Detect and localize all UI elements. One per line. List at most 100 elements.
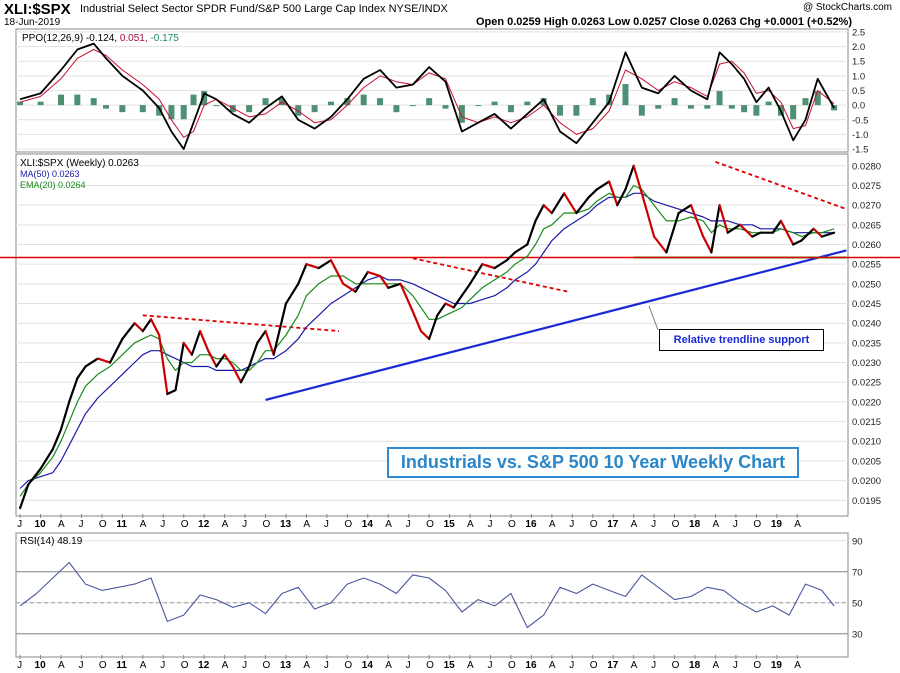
x-tick-label: J xyxy=(406,660,411,671)
x-tick-label: A xyxy=(467,660,474,671)
ppo-histogram-bar xyxy=(802,98,809,106)
x-tick-label: A xyxy=(222,519,229,530)
ppo-histogram-bar xyxy=(295,105,302,116)
x-tick-label: 15 xyxy=(444,519,456,530)
price-tick-label: 0.0220 xyxy=(852,397,881,408)
x-tick-label: O xyxy=(99,519,107,530)
trendline-note: Relative trendline support xyxy=(673,334,810,346)
rsi-tick-label: 30 xyxy=(852,629,863,640)
x-tick-label: A xyxy=(712,519,719,530)
rsi-x-axis: J 10 A J O 11 A J O 12 A J O 13 A J O 14 A J O 15 A J O 16 A J O 17 A J… xyxy=(17,655,801,671)
x-tick-label: 18 xyxy=(689,660,701,671)
ppo-histogram-bar xyxy=(344,98,351,106)
rsi-tick-label: 90 xyxy=(852,536,863,547)
price-segment xyxy=(223,353,234,368)
x-tick-label: J xyxy=(17,660,22,671)
x-tick-label: J xyxy=(569,519,574,530)
price-segment xyxy=(653,235,668,254)
x-tick-label: J xyxy=(78,519,83,530)
ppo-histogram-bar xyxy=(360,94,367,106)
x-tick-label: 17 xyxy=(607,660,619,671)
price-segment xyxy=(18,483,30,510)
price-tick-label: 0.0225 xyxy=(852,378,881,389)
ppo-histogram-bar xyxy=(814,91,821,106)
price-segment xyxy=(329,259,345,285)
rsi-tick-label: 70 xyxy=(852,567,863,578)
price-segment xyxy=(366,270,382,278)
x-tick-label: J xyxy=(406,519,411,530)
price-segment xyxy=(616,188,627,207)
price-segment xyxy=(158,333,169,396)
price-segment xyxy=(792,239,803,246)
x-tick-label: A xyxy=(58,660,65,671)
price-segment xyxy=(771,219,783,234)
ppo-tick-label: -1.5 xyxy=(852,145,868,156)
price-segment xyxy=(677,204,693,215)
x-tick-label: O xyxy=(181,660,189,671)
price-tick-label: 0.0280 xyxy=(852,161,881,172)
price-segment xyxy=(640,192,656,238)
ppo-histogram-bar xyxy=(491,101,498,106)
price-segment xyxy=(726,223,742,234)
x-tick-label: A xyxy=(385,660,392,671)
price-segment xyxy=(820,231,836,238)
price-segment xyxy=(198,329,210,352)
price-tick-label: 0.0240 xyxy=(852,319,881,330)
x-tick-label: 16 xyxy=(525,660,537,671)
price-segment xyxy=(190,329,202,356)
ppo-histogram-bar xyxy=(156,105,163,116)
ppo-tick-label: 1.0 xyxy=(852,71,865,82)
ppo-tick-label: 1.5 xyxy=(852,57,865,68)
ppo-legend-name: PPO(12,26,9) -0.124, xyxy=(22,33,120,44)
symbol-title: XLI:$SPX xyxy=(4,1,71,18)
price-segment xyxy=(207,349,218,368)
ppo-histogram-bar xyxy=(327,101,334,106)
price-tick-label: 0.0275 xyxy=(852,181,881,192)
ppo-histogram-bar xyxy=(716,91,723,106)
price-segment xyxy=(239,365,251,384)
resistance-line xyxy=(715,161,847,210)
note-pointer xyxy=(648,305,659,331)
ppo-legend: PPO(12,26,9) -0.124, 0.051, -0.175 xyxy=(22,33,179,44)
price-segment xyxy=(534,204,545,222)
x-tick-label: 10 xyxy=(35,519,47,530)
ppo-histogram-bar xyxy=(557,105,564,116)
price-x-axis: J 10 A J O 11 A J O 12 A J O 13 A J O 14 A J O 15 A J O 16 A J O 17 A J… xyxy=(17,514,801,530)
price-segment xyxy=(575,196,590,215)
x-tick-label: O xyxy=(344,519,352,530)
price-segment xyxy=(587,188,598,199)
ppo-histogram-bar xyxy=(57,94,64,106)
ppo-histogram-bar xyxy=(213,105,220,107)
ppo-tick-label: 2.5 xyxy=(852,27,865,38)
ppo-histogram-bar xyxy=(90,98,97,106)
ppo-histogram-bar xyxy=(458,105,465,123)
x-tick-label: J xyxy=(733,660,738,671)
ppo-histogram-bar xyxy=(168,105,175,120)
price-tick-label: 0.0270 xyxy=(852,201,881,212)
price-segment xyxy=(751,231,762,238)
x-tick-label: A xyxy=(140,660,147,671)
price-segment xyxy=(505,251,517,262)
x-tick-label: O xyxy=(263,660,271,671)
price-segment xyxy=(248,341,259,368)
ppo-histogram-bar xyxy=(790,105,797,120)
rsi-panel: 90 70 50 30 RSI(14) 48.19 xyxy=(15,532,863,658)
price-segment xyxy=(59,400,71,431)
ppo-histogram-bar xyxy=(102,105,109,109)
price-segment xyxy=(800,227,815,242)
ppo-legend-signal: 0.051, xyxy=(120,33,151,44)
x-tick-label: O xyxy=(508,660,516,671)
price-tick-label: 0.0230 xyxy=(852,358,881,369)
price-segment xyxy=(149,318,161,337)
rsi-line xyxy=(19,561,835,629)
x-tick-label: A xyxy=(385,519,392,530)
x-tick-label: A xyxy=(222,660,229,671)
ppo-histogram-bar xyxy=(671,98,678,106)
ppo-histogram-bar xyxy=(753,105,760,116)
ma50-legend: MA(50) 0.0263 xyxy=(20,169,80,179)
price-segment xyxy=(182,341,193,356)
ppo-histogram-bar xyxy=(622,84,629,106)
x-tick-label: A xyxy=(631,660,638,671)
x-tick-label: J xyxy=(324,660,329,671)
price-segment xyxy=(68,377,79,403)
